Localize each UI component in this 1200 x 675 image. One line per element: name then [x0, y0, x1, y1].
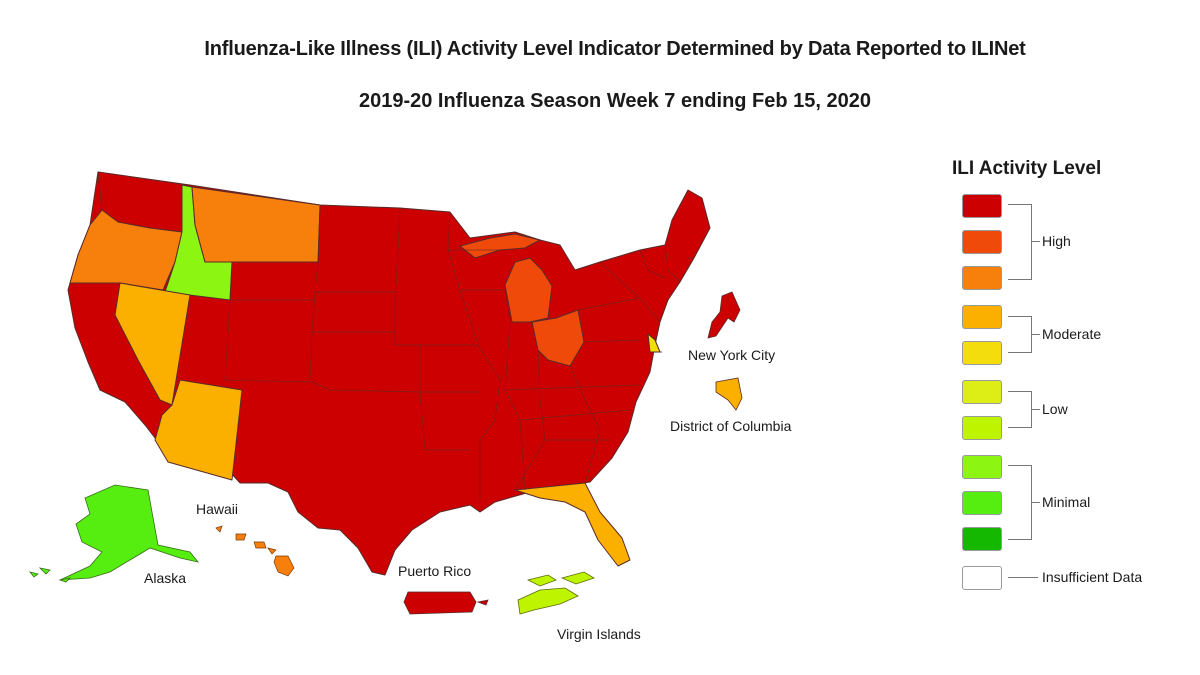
legend-label-insufficient: Insufficient Data	[1042, 569, 1143, 585]
legend-line-insufficient	[1008, 577, 1038, 578]
legend-swatch-minimal-2	[962, 491, 1002, 515]
legend-swatch-minimal-1	[962, 455, 1002, 479]
legend-tick-low	[1032, 409, 1040, 410]
state-borders	[224, 204, 694, 500]
label-puerto-rico: Puerto Rico	[398, 563, 472, 579]
legend-swatch-insufficient	[962, 566, 1002, 590]
hawaii-shape	[215, 525, 295, 577]
legend-swatch-low-2	[962, 416, 1002, 440]
michigan-upper-peninsula	[459, 233, 541, 259]
florida-state	[514, 482, 631, 567]
legend-tick-high	[1032, 241, 1040, 242]
michigan-state	[504, 257, 553, 323]
arizona-state	[154, 379, 243, 481]
label-district-of-columbia: District of Columbia	[670, 418, 792, 434]
legend-label-moderate: Moderate	[1042, 326, 1102, 342]
nevada-state	[114, 282, 191, 406]
us-ili-map	[28, 171, 743, 615]
label-alaska: Alaska	[144, 570, 187, 586]
label-new-york-city: New York City	[688, 347, 776, 363]
label-virgin-islands: Virgin Islands	[557, 626, 641, 642]
legend-swatch-moderate-1	[962, 305, 1002, 329]
label-hawaii: Hawaii	[196, 501, 239, 517]
legend-tick-minimal	[1032, 502, 1040, 503]
legend-title: ILI Activity Level	[952, 158, 1102, 179]
ohio-state	[531, 309, 585, 367]
legend-swatch-high-2	[962, 230, 1002, 254]
legend-bracket-moderate	[1008, 316, 1032, 353]
legend-label-high: High	[1042, 233, 1071, 249]
legend-bracket-high	[1008, 204, 1032, 280]
puerto-rico-shape	[403, 591, 477, 615]
map-title: Influenza-Like Illness (ILI) Activity Le…	[204, 38, 1026, 60]
virgin-islands-shape	[517, 571, 595, 615]
legend-swatch-high-1	[962, 194, 1002, 218]
alaska-shape	[28, 484, 200, 583]
legend-swatch-high-3	[962, 266, 1002, 290]
legend-bracket-minimal	[1008, 465, 1032, 540]
legend-label-minimal: Minimal	[1042, 494, 1091, 510]
puerto-rico-islet	[476, 599, 489, 606]
montana-state	[191, 186, 321, 263]
legend-swatch-low-1	[962, 380, 1002, 404]
legend-swatch-minimal-3	[962, 527, 1002, 551]
new-york-city-shape	[707, 291, 741, 339]
legend-swatch-moderate-2	[962, 341, 1002, 365]
legend-label-low: Low	[1042, 401, 1068, 417]
district-of-columbia-shape	[715, 377, 743, 411]
legend-bracket-low	[1008, 391, 1032, 428]
legend-tick-moderate	[1032, 334, 1040, 335]
map-subtitle: 2019-20 Influenza Season Week 7 ending F…	[358, 90, 872, 112]
